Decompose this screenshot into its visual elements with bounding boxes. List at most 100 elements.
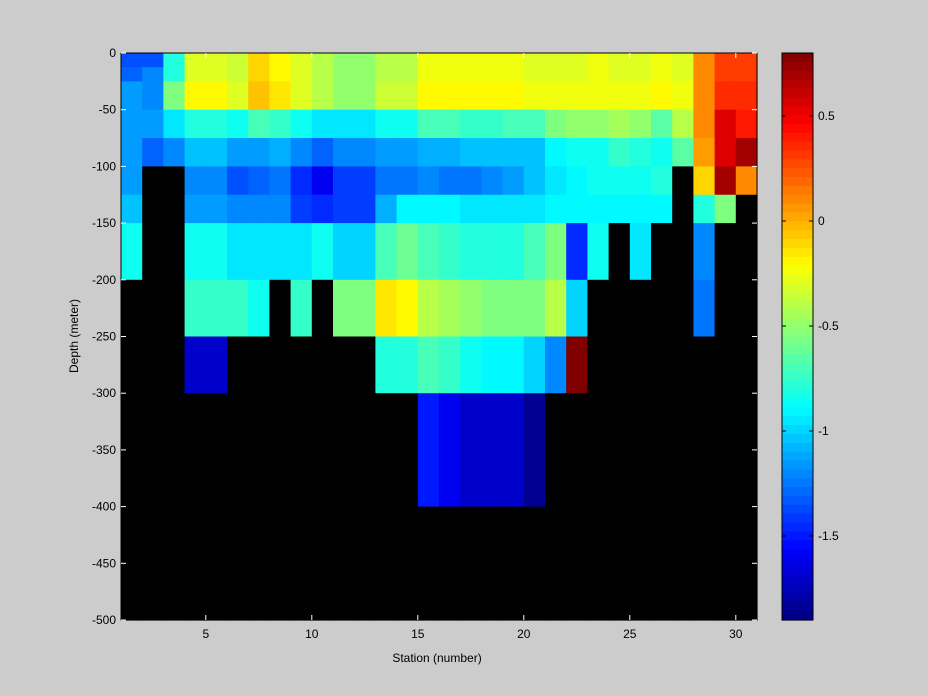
heatmap-cell bbox=[693, 109, 716, 139]
heatmap-cell bbox=[205, 166, 228, 196]
colorbar-swatch bbox=[782, 540, 813, 550]
heatmap-cell bbox=[460, 506, 482, 564]
heatmap-cell bbox=[227, 53, 249, 68]
colorbar-swatch bbox=[782, 159, 813, 169]
heatmap-cell bbox=[417, 67, 440, 82]
heatmap-cell bbox=[354, 53, 376, 68]
colorbar-swatch bbox=[782, 141, 813, 152]
heatmap-cell bbox=[566, 109, 588, 139]
heatmap-cell bbox=[460, 81, 482, 111]
heatmap-cell bbox=[629, 138, 652, 167]
heatmap-cell bbox=[651, 506, 673, 564]
colorbar-swatch bbox=[782, 433, 813, 444]
colorbar-swatch bbox=[782, 230, 813, 240]
heatmap-cell bbox=[163, 279, 186, 338]
heatmap-cell bbox=[608, 194, 631, 224]
heatmap-cell bbox=[502, 166, 525, 196]
colorbar-swatch bbox=[782, 256, 813, 267]
heatmap-cell bbox=[481, 279, 504, 338]
heatmap-cell bbox=[333, 138, 355, 167]
colorbar-swatch bbox=[782, 221, 813, 231]
heatmap-cell bbox=[672, 279, 694, 338]
heatmap-cell bbox=[693, 393, 716, 451]
colorbar-axis: 0.5 0 -0.5 -1 -1.5 bbox=[782, 109, 839, 543]
heatmap-cell bbox=[502, 53, 525, 68]
heatmap-cell bbox=[693, 279, 716, 338]
heatmap-cell bbox=[375, 393, 398, 451]
heatmap-cell bbox=[227, 166, 249, 196]
colorbar-swatch bbox=[782, 203, 813, 214]
heatmap-cell bbox=[587, 166, 610, 196]
heatmap-cell bbox=[735, 506, 758, 564]
heatmap-cell bbox=[481, 109, 504, 139]
heatmap-cell bbox=[651, 138, 673, 167]
heatmap-cell bbox=[311, 194, 334, 224]
colorbar-swatch bbox=[782, 274, 813, 284]
heatmap-cell bbox=[608, 166, 631, 196]
heatmap-cell bbox=[608, 223, 631, 281]
heatmap-cell bbox=[714, 563, 737, 621]
heatmap-cell bbox=[375, 67, 398, 82]
heatmap-cell bbox=[333, 336, 355, 394]
heatmap-cell bbox=[248, 194, 270, 224]
heatmap-cell bbox=[566, 393, 588, 451]
heatmap-cell bbox=[142, 194, 164, 224]
heatmap-cell bbox=[184, 67, 207, 82]
heatmap-cell bbox=[566, 166, 588, 196]
colorbar-swatch bbox=[782, 363, 813, 373]
heatmap-cell bbox=[735, 279, 758, 338]
heatmap-cell bbox=[545, 223, 567, 281]
heatmap-cell bbox=[460, 109, 482, 139]
heatmap-cell bbox=[439, 67, 461, 82]
heatmap-cell bbox=[587, 67, 610, 82]
heatmap-cell bbox=[608, 138, 631, 167]
heatmap-cell bbox=[523, 81, 546, 111]
heatmap-cell bbox=[396, 109, 419, 139]
heatmap-cell bbox=[184, 223, 207, 281]
heatmap-cell bbox=[502, 563, 525, 621]
heatmap-cell bbox=[693, 67, 716, 82]
heatmap-cell bbox=[608, 449, 631, 508]
heatmap-cell bbox=[587, 138, 610, 167]
heatmap-cell bbox=[354, 449, 376, 508]
heatmap-cell bbox=[227, 194, 249, 224]
heatmap-cell bbox=[545, 449, 567, 508]
heatmap-cell bbox=[460, 53, 482, 68]
heatmap-cell bbox=[693, 166, 716, 196]
heatmap-cell bbox=[566, 223, 588, 281]
heatmap-cell bbox=[714, 223, 737, 281]
heatmap-cell bbox=[629, 449, 652, 508]
colorbar-swatch bbox=[782, 389, 813, 400]
heatmap-cell bbox=[608, 81, 631, 111]
colorbar-swatch bbox=[782, 61, 813, 72]
heatmap-cell bbox=[184, 53, 207, 68]
heatmap-cell bbox=[333, 506, 355, 564]
colorbar-tick-label: 0 bbox=[818, 214, 825, 228]
heatmap-cell bbox=[205, 67, 228, 82]
heatmap-cell bbox=[417, 109, 440, 139]
colorbar-swatch bbox=[782, 177, 813, 187]
heatmap-cell bbox=[227, 138, 249, 167]
heatmap-cell bbox=[566, 449, 588, 508]
x-axis-label: Station (number) bbox=[392, 651, 481, 665]
colorbar-swatch bbox=[782, 584, 813, 595]
heatmap-cell bbox=[311, 563, 334, 621]
heatmap-cell bbox=[629, 336, 652, 394]
heatmap-cell bbox=[227, 81, 249, 111]
heatmap-cell bbox=[375, 223, 398, 281]
heatmap-cell bbox=[587, 194, 610, 224]
x-tick-label: 10 bbox=[305, 627, 319, 641]
heatmap-cell bbox=[651, 53, 673, 68]
colorbar-swatch bbox=[782, 549, 813, 559]
heatmap-cell bbox=[205, 336, 228, 394]
x-tick-label: 15 bbox=[411, 627, 425, 641]
colorbar-swatch bbox=[782, 557, 813, 568]
heatmap-cell bbox=[417, 53, 440, 68]
y-tick-label: -300 bbox=[92, 386, 116, 400]
heatmap-cell bbox=[184, 393, 207, 451]
heatmap-cell bbox=[396, 279, 419, 338]
heatmap-cell bbox=[417, 279, 440, 338]
heatmap-cell bbox=[566, 194, 588, 224]
heatmap-cell bbox=[672, 506, 694, 564]
heatmap-cell bbox=[269, 563, 292, 621]
